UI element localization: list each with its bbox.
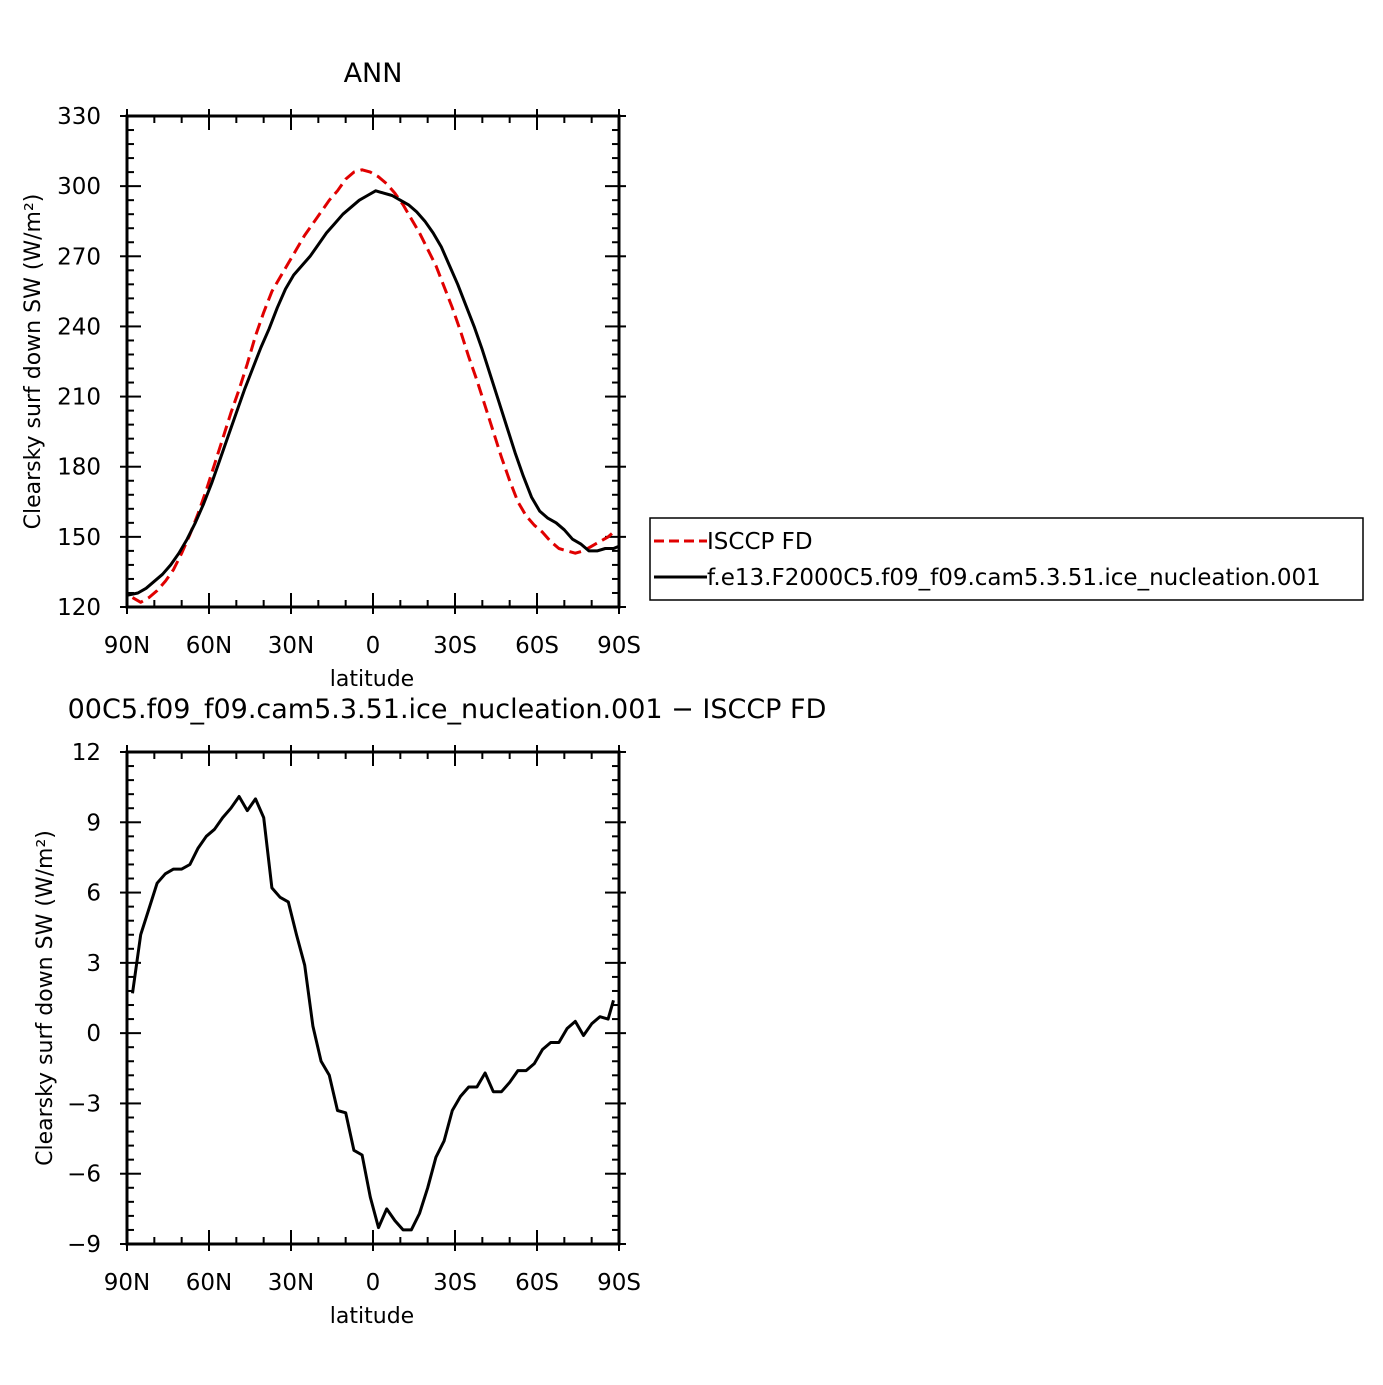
x-tick-label: 0	[366, 633, 381, 659]
x-tick-label: 60N	[186, 1270, 232, 1296]
legend-label: f.e13.F2000C5.f09_f09.cam5.3.51.ice_nucl…	[707, 565, 1321, 591]
y-tick-label: 270	[57, 244, 101, 270]
x-tick-label: 90N	[104, 633, 150, 659]
y-tick-label: 6	[86, 881, 101, 907]
legend-label: ISCCP FD	[707, 529, 813, 555]
series-line-0	[131, 168, 615, 604]
legend-box	[649, 517, 1364, 601]
x-tick-label: 60S	[515, 633, 559, 659]
x-axis-label: latitude	[330, 667, 414, 692]
y-tick-label: 180	[57, 455, 101, 481]
y-tick-label: 240	[57, 314, 101, 340]
plot-frame	[125, 750, 621, 1246]
y-tick-label: 0	[86, 1021, 101, 1047]
x-tick-label: 0	[366, 1270, 381, 1296]
y-tick-label: 150	[57, 525, 101, 551]
x-tick-label: 90S	[597, 1270, 641, 1296]
chart-title: 00C5.f09_f09.cam5.3.51.ice_nucleation.00…	[68, 694, 827, 725]
top-panel: ANN 90N 60N 30N 0 30S 60S 90S 120 150 180 210 240 270…	[21, 58, 641, 692]
y-tick-label: 300	[57, 174, 101, 200]
y-tick-label: 9	[86, 810, 101, 836]
series-line-1	[126, 189, 620, 597]
y-axis-label: Clearsky surf down SW (W/m²)	[33, 830, 58, 1166]
x-tick-label: 60N	[186, 633, 232, 659]
x-tick-label: 30S	[433, 633, 477, 659]
y-tick-label: 12	[72, 740, 101, 766]
legend: ISCCP FD f.e13.F2000C5.f09_f09.cam5.3.51.…	[649, 517, 1364, 601]
x-tick-label: 60S	[515, 1270, 559, 1296]
y-tick-label: 330	[57, 104, 101, 130]
bottom-panel: 00C5.f09_f09.cam5.3.51.ice_nucleation.00…	[33, 694, 826, 1329]
chart-title: ANN	[344, 58, 403, 89]
x-tick-label: 30S	[433, 1270, 477, 1296]
y-tick-label: −9	[67, 1232, 101, 1258]
y-tick-label: 120	[57, 595, 101, 621]
y-axis-label: Clearsky surf down SW (W/m²)	[21, 194, 46, 530]
x-tick-label: 30N	[268, 1270, 314, 1296]
series-line-0	[131, 795, 615, 1232]
x-tick-label: 90S	[597, 633, 641, 659]
y-tick-label: −3	[67, 1091, 101, 1117]
y-tick-label: 210	[57, 385, 101, 411]
y-tick-label: 3	[86, 951, 101, 977]
x-axis-label: latitude	[330, 1304, 414, 1329]
y-tick-label: −6	[67, 1162, 101, 1188]
x-tick-label: 90N	[104, 1270, 150, 1296]
x-tick-label: 30N	[268, 633, 314, 659]
